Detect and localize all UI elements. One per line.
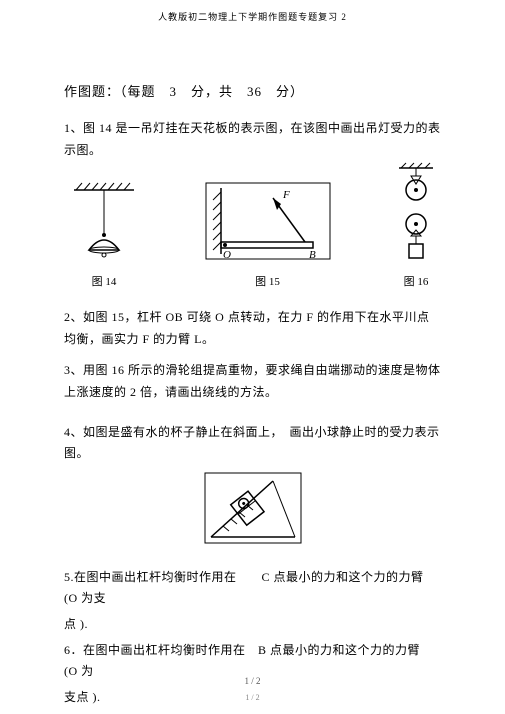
label-F: F	[282, 189, 290, 201]
pulley-system-icon	[391, 162, 441, 262]
problem-1: 1、图 14 是一吊灯挂在天花板的表示图，在该图中画出吊灯受力的表示图。	[64, 118, 441, 161]
problem-3: 3、用图 16 所示的滑轮组提高重物，要求绳自由端挪动的速度是物体上涨速度的 2…	[64, 360, 441, 403]
section-heading: 作图题：（每题 3 分，共 36 分）	[64, 81, 441, 100]
label-O: O	[223, 249, 231, 261]
page-number-footer: 1 / 2	[0, 693, 505, 702]
problem-5-line1: 5.在图中画出杠杆均衡时作用在 C 点最小的力和这个力的力臂 (O 为支	[64, 567, 441, 610]
problem-4: 4、如图是盛有水的杯子静止在斜面上， 画出小球静止时的受力表示图。	[64, 422, 441, 465]
figure-14-caption: 图 14	[64, 273, 144, 289]
document-title: 人教版初二物理上下学期作图题专题复习 2	[64, 0, 441, 23]
page-number: 1 / 2	[0, 676, 505, 686]
lever-icon: F O B	[203, 180, 333, 262]
figure-15-caption: 图 15	[203, 273, 333, 289]
figure-row: 图 14 F O B	[64, 179, 441, 289]
incline-cup-icon	[203, 471, 303, 545]
figure-16-caption: 图 16	[391, 273, 441, 289]
problem-2: 2、如图 15，杠杆 OB 可绕 O 点转动，在力 F 的作用下在水平川点均衡，…	[64, 307, 441, 350]
figure-15: F O B 图 15	[203, 180, 333, 289]
label-B: B	[309, 249, 316, 261]
problem-5-line2: 点 ).	[64, 614, 441, 636]
pendant-lamp-icon	[64, 180, 144, 262]
figure-14: 图 14	[64, 180, 144, 289]
figure-16: 图 16	[391, 162, 441, 289]
